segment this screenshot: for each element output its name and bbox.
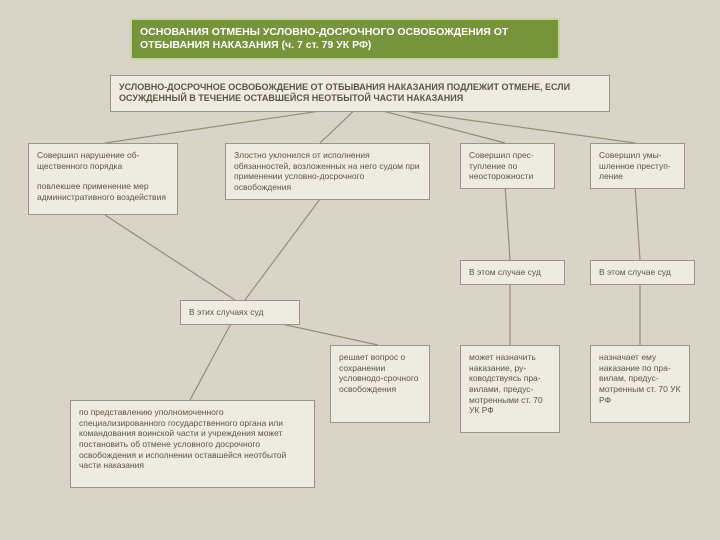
label-in-this-case-1: В этом случае суд: [460, 260, 565, 285]
label-in-this-case-2: В этом случае суд: [590, 260, 695, 285]
node-on-representation: по представлению уполномочен­ного специа…: [70, 400, 315, 488]
node-decides-question: решает воп­рос о сохра­нении условно­до-…: [330, 345, 430, 423]
title-box: ОСНОВАНИЯ ОТМЕНЫ УСЛОВНО-ДОСРОЧНОГО ОСВО…: [130, 18, 560, 60]
subtitle-box: УСЛОВНО-ДОСРОЧНОЕ ОСВОБОЖДЕНИЕ ОТ ОТБЫВА…: [110, 75, 610, 112]
node-may-assign: может назна­чить наказание, ру­ководству…: [460, 345, 560, 433]
node-violation: Совершил нарушение об­щественного порядк…: [28, 143, 178, 177]
node-negligent-crime: Совершил прес­тупление по неосто­рожност…: [460, 143, 555, 189]
node-assigns: назначает ему наказание по пра­вилам, пр…: [590, 345, 690, 423]
node-violation-cont: повлекшее применение мер административно…: [28, 175, 178, 215]
node-evasion: Злостно уклонился от исполне­ния обязанн…: [225, 143, 430, 200]
node-intentional-crime: Совершил умы­шленное преступ­ление: [590, 143, 685, 189]
label-in-these-cases: В этих случаях суд: [180, 300, 300, 325]
